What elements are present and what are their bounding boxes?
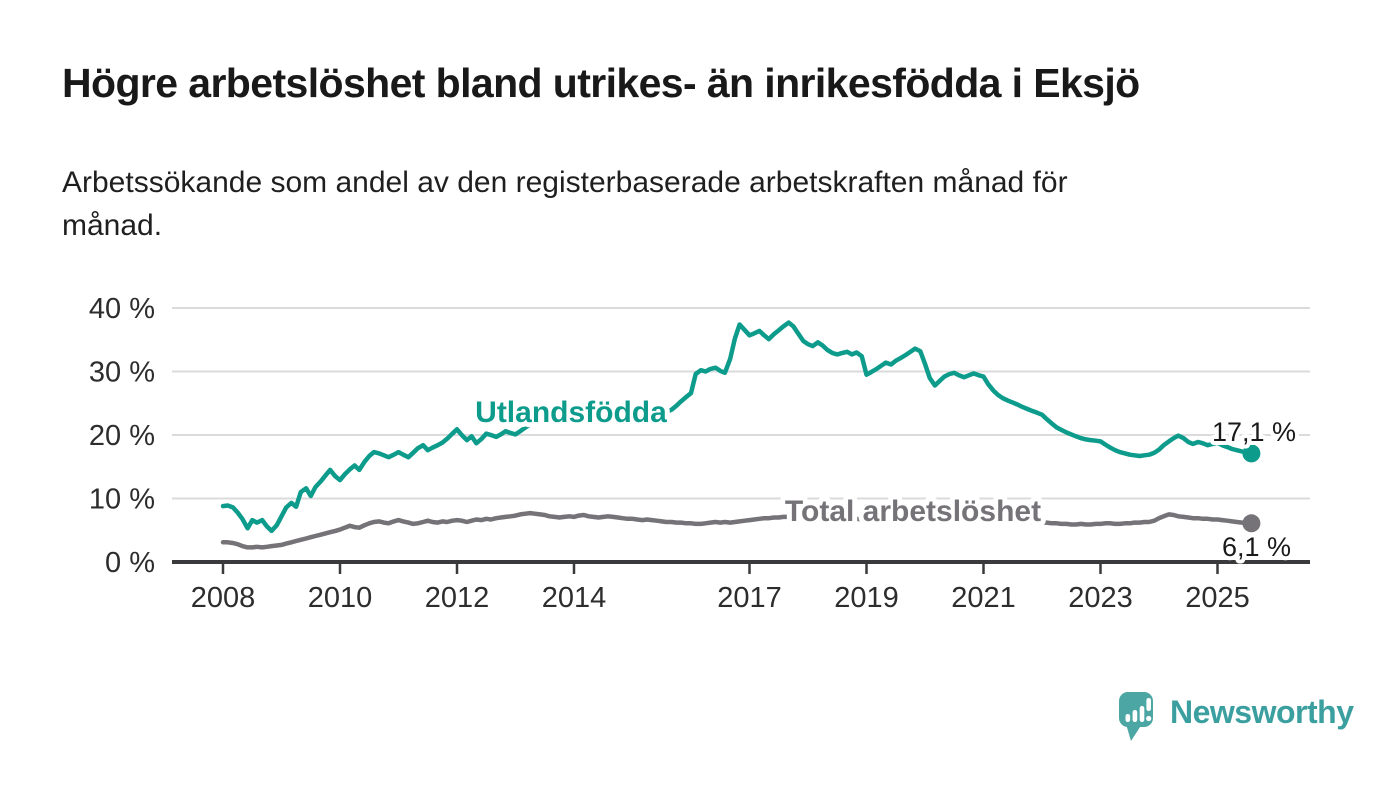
utlandsfodda-end-dot xyxy=(1242,444,1261,463)
series-label-total: Total arbetslöshet xyxy=(785,495,1041,528)
x-tick-label: 2019 xyxy=(834,582,899,614)
chart-subtitle-line-1: Arbetssökande som andel av den registerb… xyxy=(62,166,1068,199)
logo-exclamation-icon xyxy=(1146,698,1151,711)
y-tick-label: 20 % xyxy=(89,420,155,452)
logo-exclamation-dot-icon xyxy=(1146,715,1152,722)
y-tick-label: 40 % xyxy=(89,293,155,325)
logo-speech-bubble-tail xyxy=(1126,724,1142,741)
axes: 0 % 10 % 20 % 30 % 40 % 2008 2010 2012 2014 2017 2… xyxy=(89,293,1310,614)
end-value-label-utlandsfodda: 17,1 % xyxy=(1212,417,1296,447)
series-label-utlandsfodda: Utlandsfödda xyxy=(475,396,667,429)
chart-subtitle: Arbetssökande som andel av den registerb… xyxy=(62,162,1322,247)
newsworthy-logo: Newsworthy xyxy=(1119,692,1355,741)
x-tick-label: 2008 xyxy=(191,582,256,614)
chart-subtitle-line-2: månad. xyxy=(62,208,163,242)
logo-bar-icon-3 xyxy=(1139,706,1145,722)
logo-bar-icon-2 xyxy=(1132,710,1138,722)
series-lines xyxy=(220,320,1261,550)
x-tick-label: 2017 xyxy=(717,582,782,614)
y-tick-label: 10 % xyxy=(89,484,155,516)
gridlines xyxy=(172,307,1310,500)
x-tick-label: 2021 xyxy=(951,582,1016,614)
x-tick-label: 2010 xyxy=(308,582,373,614)
total-arbetsloshet-end-dot xyxy=(1242,514,1261,533)
end-value-label-total: 6,1 % xyxy=(1222,532,1291,562)
x-tick-label: 2012 xyxy=(425,582,490,614)
x-tick-label: 2014 xyxy=(542,582,607,614)
x-tick-label: 2025 xyxy=(1185,582,1250,614)
total-arbetsloshet-line xyxy=(220,510,1254,550)
y-tick-label: 30 % xyxy=(89,357,155,389)
chart-title: Högre arbetslöshet bland utrikes- än inr… xyxy=(62,60,1140,106)
brand-name: Newsworthy xyxy=(1170,694,1354,730)
y-tick-label: 0 % xyxy=(105,547,155,579)
logo-bar-icon-1 xyxy=(1125,714,1131,722)
utlandsfodda-line xyxy=(220,320,1254,534)
x-tick-label: 2023 xyxy=(1068,582,1133,614)
